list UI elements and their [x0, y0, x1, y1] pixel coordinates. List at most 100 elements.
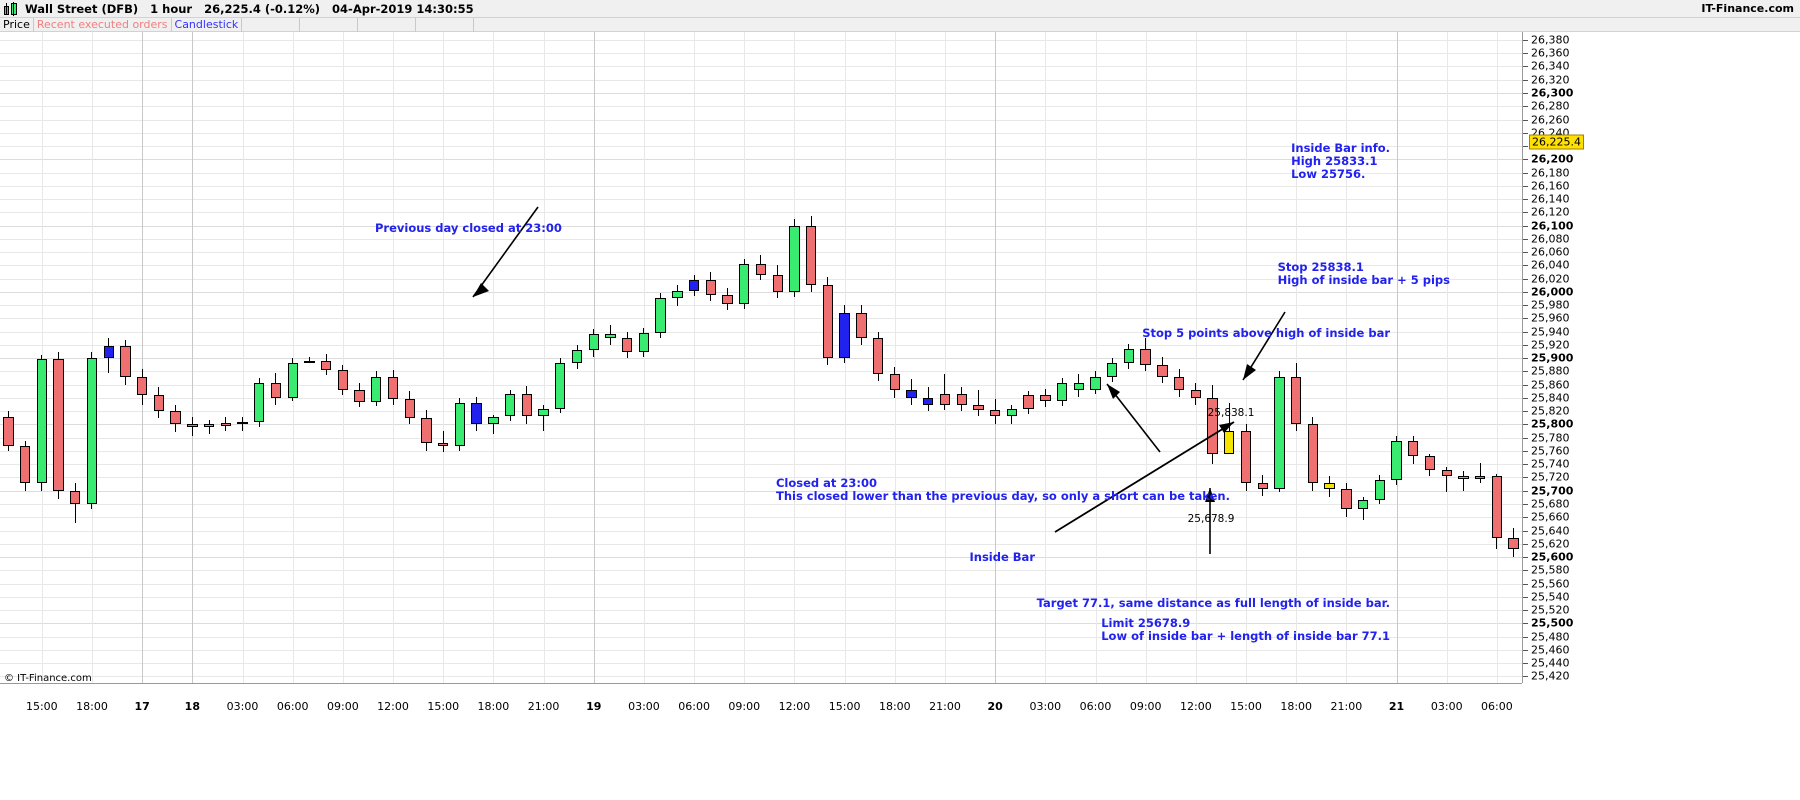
candle[interactable]: [504, 32, 516, 683]
plot-area[interactable]: Inside Bar info. High 25833.1 Low 25756. Pr…: [0, 32, 1522, 683]
candle[interactable]: [571, 32, 583, 683]
candle[interactable]: [638, 32, 650, 683]
candle[interactable]: [270, 32, 282, 683]
candle[interactable]: [287, 32, 298, 683]
candle[interactable]: [19, 32, 31, 683]
candle[interactable]: [1257, 32, 1268, 683]
candle[interactable]: [822, 32, 834, 683]
candle[interactable]: [70, 32, 81, 683]
candle[interactable]: [421, 32, 432, 683]
candle[interactable]: [337, 32, 349, 683]
candle[interactable]: [1090, 32, 1101, 683]
candle[interactable]: [789, 32, 800, 683]
candle[interactable]: [739, 32, 750, 683]
candle[interactable]: [1391, 32, 1402, 683]
candle[interactable]: [605, 32, 616, 683]
toolbar-item-price[interactable]: Price: [0, 17, 34, 32]
candle[interactable]: [973, 32, 984, 683]
candle[interactable]: [86, 32, 98, 683]
candle[interactable]: [387, 32, 399, 683]
candle[interactable]: [772, 32, 783, 683]
candle[interactable]: [404, 32, 415, 683]
candle[interactable]: [1307, 32, 1319, 683]
candle[interactable]: [538, 32, 549, 683]
time-axis[interactable]: 15:00 18:00 17 18 03:00 06:00 09:00 12:00 15:00 1…: [0, 683, 1522, 723]
candle[interactable]: [1140, 32, 1151, 683]
candle[interactable]: [120, 32, 131, 683]
candle[interactable]: [1341, 32, 1352, 683]
candle[interactable]: [672, 32, 683, 683]
candle[interactable]: [705, 32, 716, 683]
candle[interactable]: [688, 32, 700, 683]
candle[interactable]: [805, 32, 817, 683]
candle[interactable]: [1441, 32, 1452, 683]
candle[interactable]: [3, 32, 14, 683]
last-price-badge[interactable]: 26,225.4: [1529, 134, 1584, 150]
candle[interactable]: [655, 32, 666, 683]
candle[interactable]: [187, 32, 198, 683]
candle[interactable]: [1491, 32, 1503, 683]
candle[interactable]: [1475, 32, 1486, 683]
candle[interactable]: [555, 32, 566, 683]
candle[interactable]: [170, 32, 181, 683]
candle[interactable]: [1424, 32, 1436, 683]
toolbar-slot-1[interactable]: [242, 17, 301, 32]
candle[interactable]: [1374, 32, 1385, 683]
candle[interactable]: [839, 32, 850, 683]
candle[interactable]: [471, 32, 482, 683]
candle[interactable]: [1508, 32, 1519, 683]
candle[interactable]: [923, 32, 934, 683]
candle[interactable]: [1240, 32, 1252, 683]
candle[interactable]: [320, 32, 332, 683]
candle[interactable]: [1107, 32, 1118, 683]
candle[interactable]: [103, 32, 114, 683]
candle[interactable]: [722, 32, 733, 683]
candle[interactable]: [889, 32, 900, 683]
candle[interactable]: [1056, 32, 1068, 683]
candle[interactable]: [1006, 32, 1018, 683]
candle[interactable]: [1274, 32, 1285, 683]
candle[interactable]: [488, 32, 499, 683]
price-axis[interactable]: 26,380 26,360 26,340 26,320 26,300 26,280 26,2…: [1522, 32, 1800, 683]
candle[interactable]: [354, 32, 365, 683]
candle[interactable]: [136, 32, 148, 683]
candle[interactable]: [1190, 32, 1202, 683]
candle[interactable]: [438, 32, 449, 683]
candle[interactable]: [371, 32, 382, 683]
candle[interactable]: [989, 32, 1001, 683]
candle[interactable]: [1023, 32, 1034, 683]
candle[interactable]: [1040, 32, 1051, 683]
toolbar-item-recent-executed-orders[interactable]: Recent executed orders: [34, 17, 172, 32]
candle[interactable]: [1458, 32, 1469, 683]
candle[interactable]: [521, 32, 533, 683]
candle[interactable]: [1357, 32, 1369, 683]
instrument-name[interactable]: Wall Street (DFB): [25, 1, 139, 16]
candle[interactable]: [906, 32, 917, 683]
candle[interactable]: [203, 32, 215, 683]
candle[interactable]: [1073, 32, 1084, 683]
candle[interactable]: [1173, 32, 1185, 683]
candle[interactable]: [1291, 32, 1302, 683]
candle[interactable]: [454, 32, 466, 683]
toolbar-slot-4[interactable]: [416, 17, 475, 32]
toolbar-slot-3[interactable]: [358, 17, 417, 32]
candle[interactable]: [956, 32, 967, 683]
candle[interactable]: [153, 32, 165, 683]
candle[interactable]: [622, 32, 633, 683]
candle[interactable]: [1324, 32, 1335, 683]
candle[interactable]: [588, 32, 599, 683]
candle[interactable]: [856, 32, 867, 683]
candle[interactable]: [1157, 32, 1168, 683]
toolbar-slot-2[interactable]: [300, 17, 359, 32]
candlestick-chart[interactable]: Inside Bar info. High 25833.1 Low 25756. Pr…: [0, 32, 1800, 800]
toolbar-item-candlestick[interactable]: Candlestick: [172, 17, 243, 32]
candle[interactable]: [755, 32, 767, 683]
candle[interactable]: [220, 32, 231, 683]
candle[interactable]: [53, 32, 64, 683]
candle[interactable]: [872, 32, 884, 683]
candle[interactable]: [1224, 32, 1235, 683]
timeframe-label[interactable]: 1 hour: [150, 1, 193, 16]
candle[interactable]: [939, 32, 951, 683]
candle[interactable]: [237, 32, 248, 683]
candle[interactable]: [1207, 32, 1218, 683]
